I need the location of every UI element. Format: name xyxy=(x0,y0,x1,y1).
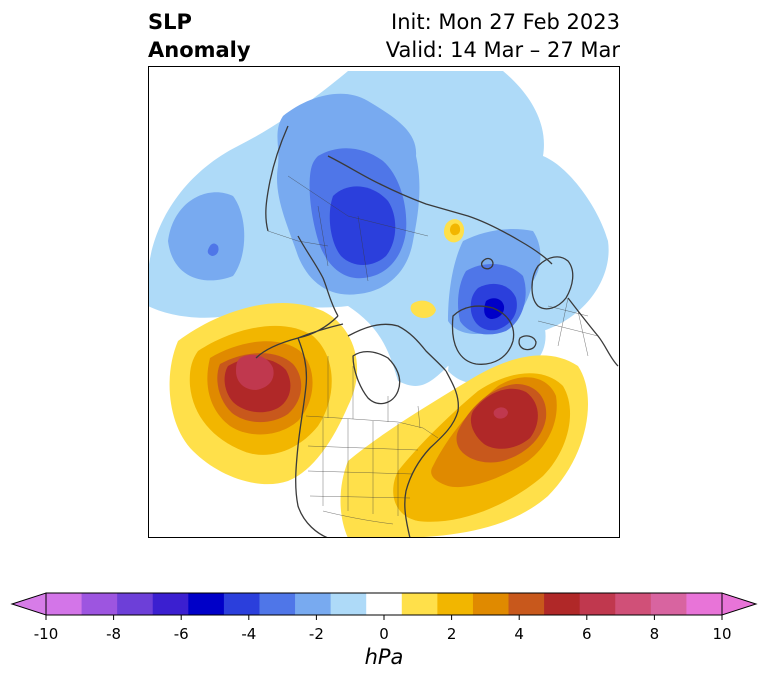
coastline-scandinavia xyxy=(531,256,574,310)
border-europe-1 xyxy=(537,297,599,357)
colorbar-tick-label: -4 xyxy=(241,625,256,643)
border-mexico xyxy=(322,510,394,525)
anomaly-fields xyxy=(148,71,609,538)
pos-region-arctic-inner xyxy=(449,223,461,236)
colorbar-tick-label: -8 xyxy=(106,625,121,643)
coastline-east-asia xyxy=(265,125,289,232)
map-frame xyxy=(148,66,620,538)
colorbar-swatch xyxy=(81,593,118,615)
colorbar-swatch xyxy=(508,593,545,615)
title-anomaly: Anomaly xyxy=(148,38,251,62)
colorbar-over-arrow xyxy=(721,592,758,616)
neg-region-core-1 xyxy=(329,186,396,265)
coastline-kamchatka xyxy=(297,235,339,317)
colorbar-tick-label: 2 xyxy=(447,625,457,643)
colorbar-swatch xyxy=(472,593,510,615)
colorbar-swatch xyxy=(366,593,403,615)
colorbar-tick-label: 10 xyxy=(712,625,731,643)
colorbar-swatch xyxy=(223,593,260,615)
colorbar-swatch xyxy=(330,593,367,615)
colorbar-ticks: -10 -8 -6 -4 -2 0 2 4 6 8 10 xyxy=(34,615,732,643)
colorbar-swatch xyxy=(259,593,296,615)
coastline-alaska xyxy=(255,315,344,359)
coastline-iceland xyxy=(518,335,537,351)
neg-region-mid-1 xyxy=(168,192,245,281)
colorbar-tick-label: 8 xyxy=(650,625,660,643)
anomaly-map xyxy=(148,66,620,538)
colorbar-swatches xyxy=(10,592,758,616)
colorbar-tick-label: -6 xyxy=(174,625,189,643)
colorbar-swatch xyxy=(544,593,581,615)
coastlines xyxy=(255,125,619,538)
colorbar-tick-label: -10 xyxy=(34,625,59,643)
colorbar-swatch xyxy=(188,593,225,615)
border-us-states-1 xyxy=(307,418,419,516)
colorbar-swatch xyxy=(46,593,83,615)
coastline-na-east xyxy=(404,370,459,538)
colorbar-swatch xyxy=(579,593,616,615)
neg-region-strong-3 xyxy=(207,243,219,256)
coastline-svalbard xyxy=(480,257,494,270)
colorbar-swatch xyxy=(437,593,474,615)
political-borders xyxy=(267,175,599,525)
border-us-canada xyxy=(305,415,439,439)
coastline-greenland xyxy=(451,305,515,365)
border-china-mongolia xyxy=(267,230,329,247)
colorbar-tick-label: 0 xyxy=(379,625,389,643)
colorbar-swatch xyxy=(152,593,189,615)
colorbar-tick-label: 6 xyxy=(582,625,592,643)
colorbar-tick-label: 4 xyxy=(514,625,524,643)
pos-region-small-1 xyxy=(410,300,436,318)
colorbar-swatch xyxy=(615,593,652,615)
pos-region-atlantic-5 xyxy=(470,388,538,449)
valid-range: Valid: 14 Mar – 27 Mar xyxy=(385,38,620,62)
colorbar: -10 -8 -6 -4 -2 0 2 4 6 8 10 xyxy=(10,592,758,643)
coastline-na-west xyxy=(295,337,329,538)
map-title: SLP Anomaly xyxy=(148,8,251,64)
border-russia-asia xyxy=(287,175,429,282)
init-date: Init: Mon 27 Feb 2023 xyxy=(391,10,620,34)
coastline-canada-arctic xyxy=(347,323,447,372)
colorbar-swatch xyxy=(117,593,154,615)
title-slp: SLP xyxy=(148,10,192,34)
pos-region-atlantic-core xyxy=(493,407,508,419)
colorbar-under-arrow xyxy=(10,592,47,616)
colorbar-swatch xyxy=(686,593,723,615)
colorbar-tick-label: -2 xyxy=(309,625,324,643)
border-canada-provinces xyxy=(327,356,421,429)
map-subtitle: Init: Mon 27 Feb 2023 Valid: 14 Mar – 27… xyxy=(386,8,620,64)
colorbar-unit-label: hPa xyxy=(364,645,404,669)
coastline-hudson-bay xyxy=(352,351,401,405)
colorbar-swatch xyxy=(650,593,687,615)
coastline-eurasia-arctic xyxy=(327,155,553,265)
colorbar-swatch xyxy=(295,593,332,615)
pos-region-pacific-core xyxy=(236,354,274,390)
colorbar-swatch xyxy=(401,593,438,615)
